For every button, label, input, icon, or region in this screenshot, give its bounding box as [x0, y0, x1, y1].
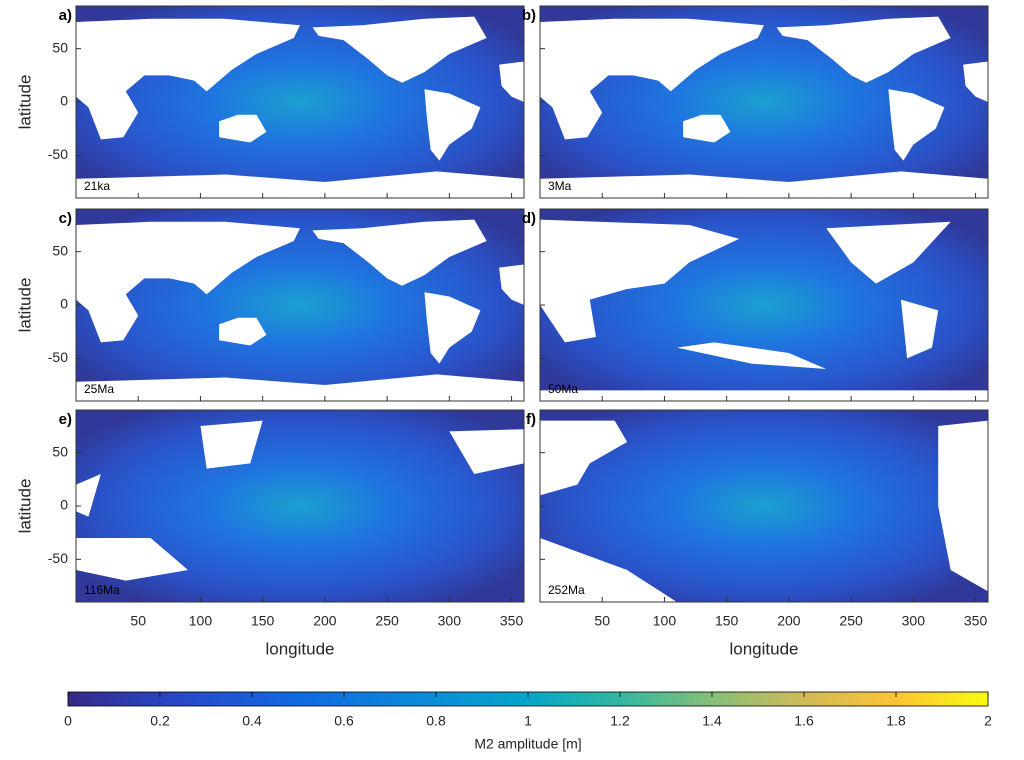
- y-tick-label: -50: [48, 550, 68, 566]
- colorbar-tick-label: 1.8: [886, 713, 906, 729]
- colorbar-tick-label: 0.8: [426, 713, 446, 729]
- colorbar-tick-label: 0.2: [150, 713, 170, 729]
- map-panel: d) 50Ma: [522, 208, 989, 402]
- land: [963, 61, 988, 102]
- colorbar-tick-label: 1.2: [610, 713, 630, 729]
- land: [424, 89, 481, 161]
- colorbar-tick-label: 1.4: [702, 713, 722, 729]
- panel-age: 25Ma: [84, 382, 114, 396]
- x-tick-label: 200: [313, 613, 337, 629]
- y-tick-label: -50: [48, 146, 68, 162]
- land: [540, 219, 740, 343]
- x-tick-label: 150: [715, 613, 739, 629]
- x-axis-label: longitude: [265, 639, 334, 658]
- land: [76, 374, 524, 401]
- land: [676, 342, 827, 369]
- panel-age: 50Ma: [548, 382, 578, 396]
- map-panel: c) 25Ma 50 0 -50 latitude: [15, 208, 525, 402]
- y-tick-label: 0: [60, 93, 68, 109]
- land: [76, 538, 188, 581]
- land: [76, 474, 101, 517]
- land: [499, 61, 524, 102]
- land: [312, 16, 487, 83]
- land: [76, 18, 300, 140]
- map-panel: e) 116Ma 50 0 -50 50 100 150 200 250 300 350 latitud…: [15, 409, 525, 658]
- x-tick-label: 350: [500, 613, 524, 629]
- land: [938, 420, 988, 592]
- land: [540, 390, 988, 401]
- colorbar-tick-label: 2: [984, 713, 992, 729]
- colorbar-tick-label: 0.6: [334, 713, 354, 729]
- colorbar-tick-label: 0.4: [242, 713, 262, 729]
- land: [900, 299, 939, 359]
- land: [76, 221, 300, 343]
- land: [540, 538, 677, 602]
- y-tick-label: -50: [48, 349, 68, 365]
- x-tick-label: 100: [653, 613, 677, 629]
- x-tick-label: 300: [902, 613, 926, 629]
- land: [776, 16, 951, 83]
- panel-age: 252Ma: [548, 583, 585, 597]
- x-tick-label: 50: [130, 613, 146, 629]
- map-panel: b) 3Ma: [522, 5, 989, 199]
- land: [424, 292, 481, 364]
- y-tick-label: 50: [52, 242, 68, 258]
- land: [312, 219, 487, 286]
- colorbar-label: M2 amplitude [m]: [474, 736, 581, 752]
- panel-letter: b): [522, 7, 536, 24]
- y-tick-label: 50: [52, 39, 68, 55]
- y-axis-label: latitude: [15, 479, 34, 534]
- x-tick-label: 100: [189, 613, 213, 629]
- land: [219, 114, 267, 143]
- land: [888, 89, 945, 161]
- map-panel: f) 252Ma 50 100 150 200 250 300 350 longitude: [526, 409, 989, 658]
- map-panel: a) 21ka 50 0 -50 latitude: [15, 5, 525, 199]
- y-tick-label: 0: [60, 296, 68, 312]
- y-tick-label: 50: [52, 443, 68, 459]
- x-axis-label: longitude: [729, 639, 798, 658]
- colorbar-tick-label: 1: [524, 713, 532, 729]
- land: [200, 420, 263, 469]
- panel-age: 21ka: [84, 179, 110, 193]
- land: [449, 429, 524, 474]
- panel-letter: c): [59, 210, 72, 227]
- x-tick-label: 150: [251, 613, 275, 629]
- panel-age: 3Ma: [548, 179, 572, 193]
- y-axis-label: latitude: [15, 278, 34, 333]
- x-tick-label: 250: [375, 613, 399, 629]
- land: [540, 420, 628, 496]
- land: [219, 317, 267, 346]
- x-tick-label: 300: [438, 613, 462, 629]
- land: [540, 171, 988, 198]
- x-tick-label: 200: [777, 613, 801, 629]
- colorbar-tick-label: 1.6: [794, 713, 814, 729]
- y-tick-label: 0: [60, 497, 68, 513]
- land: [683, 114, 731, 143]
- land: [499, 264, 524, 305]
- colorbar-tick-label: 0: [64, 713, 72, 729]
- panel-letter: a): [59, 7, 72, 24]
- land: [540, 18, 764, 140]
- y-axis-label: latitude: [15, 75, 34, 130]
- panel-letter: d): [522, 210, 536, 227]
- land: [826, 221, 951, 284]
- panels: a) 21ka 50 0 -50 latitude b) 3Ma c) 25Ma 50 0 -50 lat…: [15, 5, 989, 658]
- panel-letter: e): [59, 411, 72, 428]
- x-tick-label: 250: [839, 613, 863, 629]
- x-tick-label: 350: [964, 613, 988, 629]
- panel-age: 116Ma: [84, 583, 120, 597]
- panel-letter: f): [526, 411, 536, 428]
- land: [76, 171, 524, 198]
- x-tick-label: 50: [594, 613, 610, 629]
